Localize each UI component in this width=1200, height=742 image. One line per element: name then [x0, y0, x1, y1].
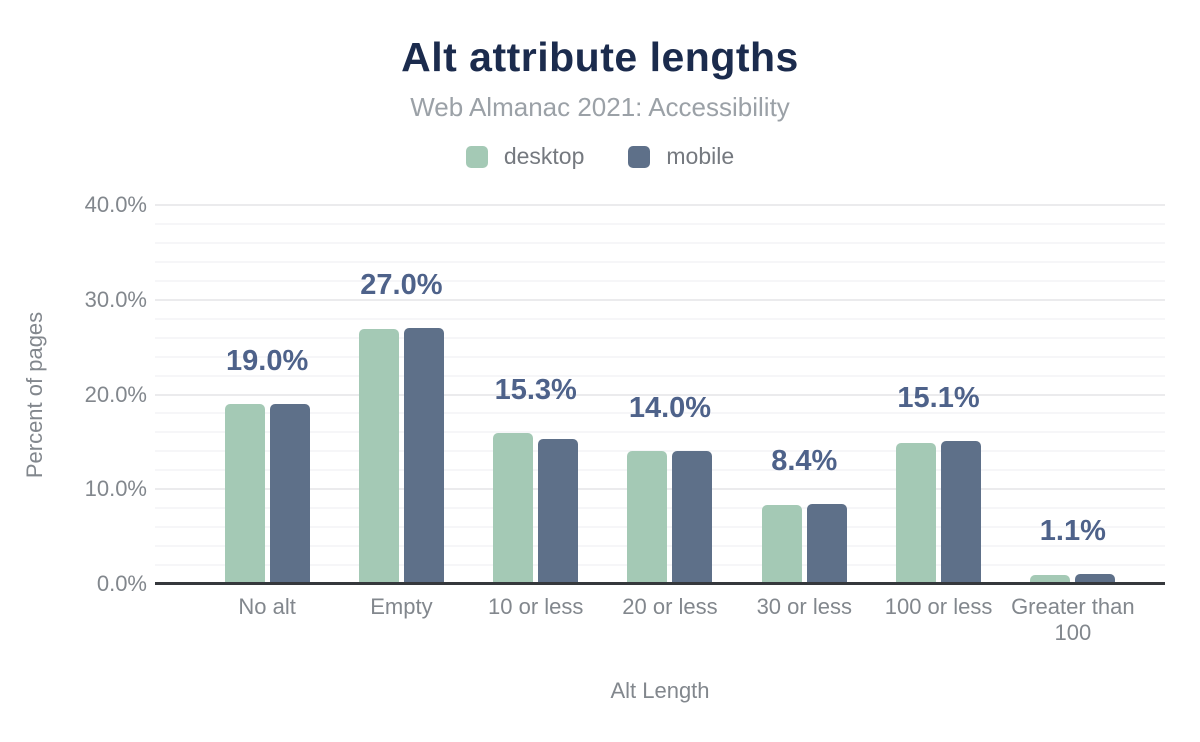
desktop-bar: [358, 329, 399, 584]
data-label: 14.0%: [628, 392, 712, 425]
minor-gridline: [155, 279, 1165, 282]
bar-pair: [200, 205, 334, 584]
desktop-bar: [627, 451, 668, 584]
desktop-bar: [896, 442, 937, 584]
minor-gridline: [155, 374, 1165, 377]
minor-gridline: [155, 222, 1165, 225]
major-gridline: [155, 298, 1165, 301]
minor-gridline: [155, 317, 1165, 320]
legend-label: mobile: [666, 143, 735, 169]
mobile-bar: [672, 451, 713, 584]
data-label: 19.0%: [226, 344, 309, 377]
mobile-bar: [806, 504, 847, 584]
chart-subtitle: Web Almanac 2021: Accessibility: [410, 92, 790, 122]
x-tick-label: 20 or less: [622, 594, 718, 619]
bar-group: 15.1%: [871, 205, 1005, 584]
x-axis-ticks: No alt Empty 10 or less 20 or less 30 or les…: [155, 594, 1165, 646]
plot-area: 19.0% 27.0% 15.3% 14.0% 8.4% 15.1% 1.1%: [155, 204, 1165, 584]
minor-gridline: [155, 260, 1165, 263]
data-label: 27.0%: [360, 269, 443, 302]
legend-swatch-desktop: [465, 145, 488, 168]
y-tick-label: 0.0%: [96, 571, 147, 596]
bar-group: 14.0%: [603, 205, 737, 584]
legend-item-desktop: desktop: [465, 143, 585, 170]
x-tick-label: 30 or less: [756, 594, 852, 619]
bar-pair: [871, 205, 1005, 584]
mobile-bar: [269, 403, 310, 584]
major-gridline: [155, 393, 1165, 396]
bar-pair: [603, 205, 737, 584]
x-tick-label: Greater than 100: [1011, 594, 1135, 645]
mobile-bar: [941, 440, 982, 584]
minor-gridline: [155, 355, 1165, 358]
bar-group: 8.4%: [737, 205, 871, 584]
x-axis-title: Alt Length: [610, 678, 710, 703]
desktop-bar: [224, 403, 265, 584]
x-tick-label: 10 or less: [488, 594, 584, 619]
y-tick-label: 10.0%: [84, 476, 147, 502]
legend: desktop mobile: [0, 143, 1200, 170]
bar-pair: [469, 205, 603, 584]
chart-title: Alt attribute lengths: [401, 34, 799, 80]
x-tick-label: Empty: [370, 594, 433, 619]
x-axis-line: [155, 582, 1165, 585]
mobile-bar: [1075, 573, 1116, 584]
major-gridline: [155, 204, 1165, 206]
bar-pair: [737, 205, 871, 584]
minor-gridline: [155, 336, 1165, 339]
y-tick-label: 20.0%: [84, 381, 147, 407]
y-axis-ticks: 0.0% 10.0% 20.0% 30.0% 40.0%: [0, 192, 147, 596]
legend-label: desktop: [503, 143, 585, 169]
data-label: 1.1%: [1039, 514, 1106, 547]
bar-group: 27.0%: [334, 205, 468, 584]
bar-pair: [334, 205, 468, 584]
bar-group: 19.0%: [200, 205, 334, 584]
y-tick-label: 40.0%: [84, 192, 147, 217]
data-label: 8.4%: [771, 445, 838, 478]
minor-gridline: [155, 241, 1165, 244]
legend-swatch-mobile: [628, 145, 651, 168]
bar-group: 15.3%: [469, 205, 603, 584]
mobile-bar: [538, 439, 579, 584]
data-label: 15.3%: [494, 374, 577, 407]
x-tick-label: 100 or less: [884, 594, 993, 619]
desktop-bar: [1030, 574, 1071, 584]
data-label: 15.1%: [897, 381, 980, 414]
bars-row: 19.0% 27.0% 15.3% 14.0% 8.4% 15.1% 1.1%: [155, 205, 1165, 584]
minor-gridline: [155, 412, 1165, 415]
mobile-bar: [403, 328, 444, 584]
bar-pair: [1006, 205, 1140, 584]
legend-item-mobile: mobile: [628, 143, 734, 170]
x-tick-label: No alt: [238, 594, 296, 619]
minor-gridline: [155, 431, 1165, 434]
desktop-bar: [761, 505, 802, 584]
desktop-bar: [493, 433, 534, 584]
bar-group: 1.1%: [1006, 205, 1140, 584]
y-tick-label: 30.0%: [84, 286, 147, 312]
